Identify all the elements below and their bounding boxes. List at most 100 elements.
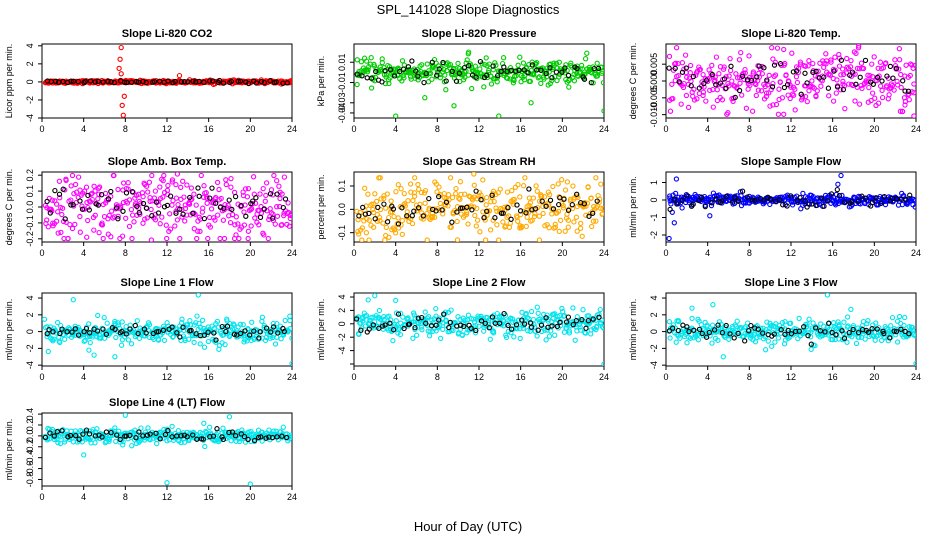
black-point bbox=[457, 322, 464, 328]
outlier-point bbox=[86, 347, 92, 353]
data-point bbox=[810, 60, 816, 67]
data-point bbox=[422, 200, 428, 206]
black-point bbox=[87, 78, 94, 84]
data-point bbox=[854, 65, 861, 72]
y-tick-label: -0.8 bbox=[25, 472, 35, 488]
black-point bbox=[80, 431, 86, 437]
black-point bbox=[207, 78, 213, 84]
black-point bbox=[354, 316, 360, 322]
black-point bbox=[190, 210, 196, 216]
data-point bbox=[483, 202, 489, 208]
data-point bbox=[555, 181, 561, 187]
data-point bbox=[840, 330, 847, 337]
data-point bbox=[599, 317, 604, 323]
black-point bbox=[406, 321, 413, 327]
black-point bbox=[456, 70, 462, 76]
y-tick-label: 4 bbox=[25, 43, 35, 48]
data-point bbox=[773, 101, 780, 108]
data-point bbox=[245, 185, 252, 192]
data-point bbox=[485, 317, 492, 323]
black-point bbox=[784, 81, 791, 88]
data-point bbox=[55, 439, 61, 446]
data-point bbox=[898, 84, 904, 91]
black-point bbox=[723, 193, 729, 200]
black-point bbox=[449, 219, 455, 225]
black-point bbox=[529, 62, 535, 68]
black-point bbox=[147, 431, 153, 437]
panel-title: Slope Li-820 Pressure bbox=[422, 28, 537, 40]
data-point bbox=[136, 335, 143, 342]
data-point bbox=[56, 178, 63, 184]
outlier-point bbox=[897, 108, 904, 114]
data-point bbox=[128, 341, 135, 347]
black-point bbox=[728, 63, 734, 69]
data-point bbox=[870, 333, 877, 339]
data-point bbox=[541, 311, 547, 318]
y-tick-label: 0 bbox=[649, 197, 659, 202]
data-point bbox=[515, 181, 521, 188]
data-point bbox=[424, 237, 430, 242]
data-point bbox=[173, 181, 179, 188]
data-points bbox=[666, 44, 916, 118]
black-point bbox=[196, 193, 202, 199]
data-point bbox=[59, 211, 65, 218]
data-point bbox=[63, 177, 69, 184]
data-point bbox=[115, 213, 121, 219]
black-point bbox=[95, 202, 102, 208]
data-point bbox=[289, 434, 292, 440]
data-point bbox=[274, 178, 280, 184]
data-point bbox=[448, 307, 454, 313]
data-point bbox=[201, 344, 208, 350]
black-point bbox=[423, 70, 429, 77]
data-point bbox=[88, 191, 94, 197]
black-point bbox=[813, 325, 819, 331]
black-point bbox=[731, 335, 737, 341]
data-point bbox=[549, 77, 555, 84]
data-point bbox=[594, 323, 600, 329]
data-point bbox=[746, 53, 752, 59]
black-point bbox=[559, 69, 565, 75]
data-point bbox=[384, 191, 390, 197]
data-point bbox=[815, 68, 821, 74]
black-point bbox=[594, 198, 600, 204]
data-point bbox=[49, 197, 55, 203]
black-point bbox=[261, 79, 268, 86]
data-point bbox=[834, 77, 840, 83]
data-point bbox=[169, 202, 175, 208]
data-point bbox=[173, 195, 180, 201]
data-point bbox=[530, 195, 537, 201]
black-point bbox=[111, 79, 118, 86]
black-point bbox=[281, 328, 287, 335]
data-point bbox=[289, 335, 292, 341]
data-point bbox=[701, 84, 707, 90]
black-point bbox=[849, 69, 856, 75]
data-point bbox=[762, 347, 769, 353]
black-point bbox=[153, 430, 159, 436]
black-point bbox=[484, 208, 490, 214]
data-point bbox=[549, 211, 555, 217]
data-point bbox=[442, 72, 448, 78]
data-point bbox=[868, 97, 874, 104]
data-point bbox=[726, 73, 732, 79]
black-point bbox=[115, 216, 121, 222]
data-point bbox=[869, 74, 876, 80]
data-point bbox=[457, 196, 463, 202]
data-point bbox=[753, 92, 759, 99]
black-point bbox=[140, 200, 147, 207]
data-point bbox=[544, 74, 550, 80]
y-tick-label: 4 bbox=[25, 296, 35, 301]
data-point bbox=[477, 66, 483, 72]
data-point bbox=[844, 339, 850, 345]
black-point bbox=[547, 65, 553, 71]
data-point bbox=[132, 200, 139, 207]
data-point bbox=[737, 80, 743, 86]
data-point bbox=[77, 213, 83, 220]
data-point bbox=[877, 83, 884, 89]
data-point bbox=[213, 339, 219, 345]
data-point bbox=[261, 232, 267, 238]
black-point bbox=[169, 434, 175, 440]
data-point bbox=[777, 79, 783, 85]
data-point bbox=[242, 186, 249, 192]
data-points bbox=[42, 293, 292, 366]
